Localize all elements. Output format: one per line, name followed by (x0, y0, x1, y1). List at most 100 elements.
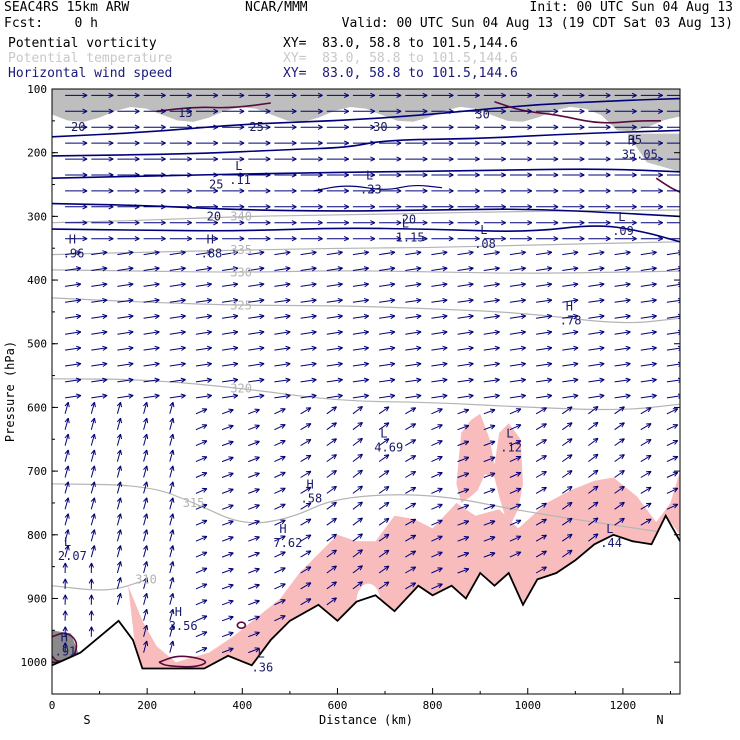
wind-vector-head (285, 361, 291, 367)
wind-vector (274, 408, 286, 415)
wind-vector (64, 449, 69, 462)
wind-vector (117, 379, 134, 383)
wind-vector (536, 315, 552, 319)
wind-vector-head (357, 533, 363, 539)
wind-vector-head (160, 124, 166, 130)
wind-vector-head (553, 156, 559, 162)
wind-vector-head (186, 204, 193, 210)
wind-vector (326, 251, 343, 256)
wind-vector-head (343, 140, 350, 146)
wind-vector-head (684, 237, 689, 241)
wind-vector (509, 424, 522, 431)
wind-vector-head (474, 156, 480, 162)
wind-vector-head (593, 533, 599, 539)
wind-vector-head (160, 236, 166, 242)
wind-vector (326, 565, 337, 574)
wind-vector (300, 518, 312, 526)
wind-vector-head (228, 424, 234, 430)
wind-vector-head (64, 401, 70, 408)
wind-vector-head (75, 345, 82, 351)
wind-vector-head (75, 393, 82, 399)
wind-vector-head (567, 501, 573, 508)
wind-vector-head (62, 594, 68, 600)
wind-vector (405, 347, 422, 351)
wind-vector-head (474, 108, 480, 114)
wind-vector-head (154, 313, 160, 320)
wind-vector (666, 408, 679, 415)
wind-vector-head (619, 501, 625, 507)
wind-vector (169, 299, 186, 303)
wind-vector-head (448, 172, 454, 178)
wind-vector (169, 529, 174, 542)
wind-vector (300, 470, 312, 478)
wind-vector-head (474, 140, 480, 146)
wind-vector-head (500, 236, 507, 242)
wind-vector (431, 315, 448, 319)
wind-vector-head (684, 109, 689, 113)
wind-vector-head (541, 566, 547, 572)
wind-vector-head (437, 408, 443, 414)
wind-vector (483, 552, 496, 558)
wind-vector-head (646, 486, 652, 492)
wind-vector-head (285, 329, 291, 336)
wind-vector (509, 488, 522, 494)
wind-vector-head (160, 172, 166, 178)
wind-vector-head (180, 250, 186, 256)
wind-vector-head (285, 393, 291, 399)
wind-vector (640, 454, 652, 463)
wind-vector (457, 299, 474, 303)
wind-vector (509, 395, 526, 399)
wind-vector (666, 395, 680, 399)
wind-vector (300, 379, 317, 383)
wind-vector-head (82, 108, 88, 114)
pv-extremum-value: .58 (301, 492, 323, 506)
wind-vector-head (383, 454, 390, 460)
wind-vector (457, 347, 474, 351)
pv-extremum-high: H (207, 232, 214, 246)
wind-vector (274, 503, 286, 510)
wind-vector (300, 566, 312, 574)
wind-vector (509, 347, 526, 351)
wind-vector-head (102, 266, 108, 272)
wind-vector (274, 331, 291, 335)
wind-vector-head (422, 124, 428, 130)
wind-vector (116, 561, 122, 574)
wind-vector-head (416, 377, 422, 383)
wind-vector-head (228, 440, 234, 446)
init-time: Init: 00 UTC Sun 04 Aug 13 (529, 0, 734, 15)
wind-vector-head (410, 486, 417, 492)
wind-vector-head (410, 423, 417, 429)
wind-vector (248, 600, 260, 606)
wind-vector (300, 502, 312, 510)
wind-vector-head (265, 220, 271, 226)
wind-vector-head (489, 440, 496, 446)
wind-vector-head (311, 377, 317, 383)
wind-vector-head (213, 108, 219, 114)
wind-vector-head (186, 220, 193, 226)
wind-vector (326, 379, 343, 383)
wind-vector (640, 486, 652, 494)
pv-contour (158, 655, 207, 668)
wind-vector (91, 379, 108, 383)
wind-vector (405, 534, 416, 542)
wind-vector-head (254, 424, 260, 430)
wind-vector-head (154, 282, 160, 288)
wind-vector-head (75, 313, 82, 320)
wind-vector (195, 488, 208, 494)
wind-vector-head (64, 513, 70, 519)
wind-vector-head (651, 377, 657, 383)
y-tick-label: 400 (27, 274, 47, 287)
wind-vector-head (228, 599, 234, 605)
wind-vector-head (265, 156, 271, 162)
wind-vector-head (280, 583, 286, 589)
wind-vector-head (228, 456, 234, 462)
wind-vector-head (383, 565, 390, 571)
wind-vector-head (677, 329, 680, 336)
wind-vector (483, 379, 500, 383)
wind-vector (588, 347, 605, 351)
wind-vector-head (206, 298, 212, 304)
wind-vector-head (646, 454, 652, 460)
wind-vector-head (383, 581, 390, 587)
wind-vector-head (494, 250, 500, 256)
wind-vector (195, 251, 212, 256)
